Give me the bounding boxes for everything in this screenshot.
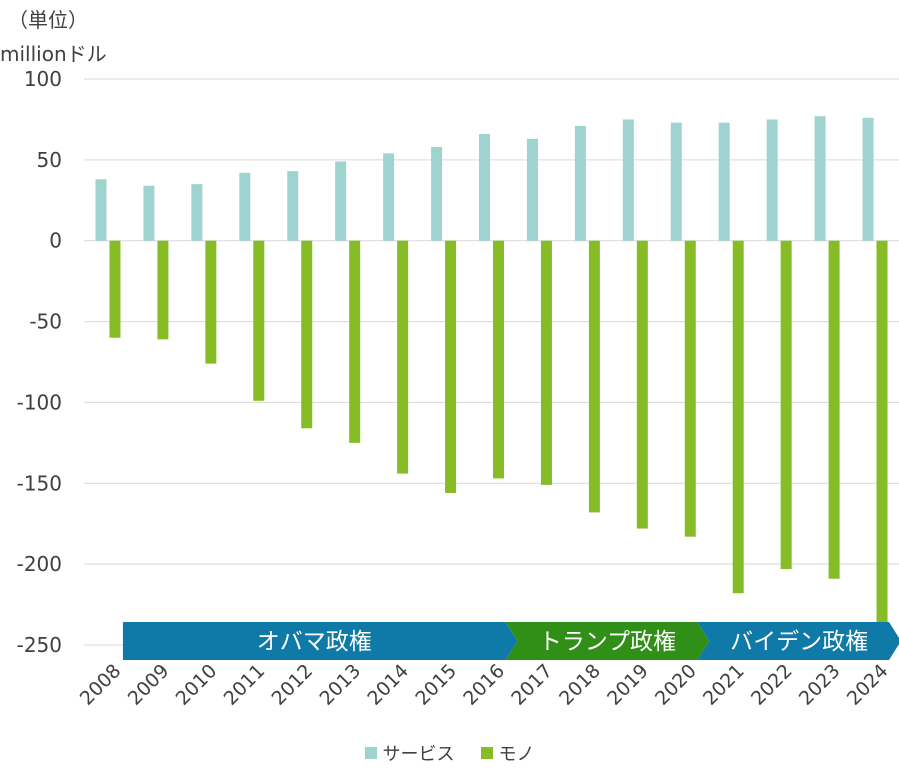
- bar-services-2009: [143, 185, 155, 241]
- unit-label-line1: （単位）: [8, 8, 88, 32]
- bar-goods-2010: [205, 240, 217, 364]
- bar-goods-2024: [876, 240, 888, 623]
- y-tick-label: -250: [17, 633, 62, 657]
- x-tick-label: 2015: [411, 660, 461, 710]
- legend-label-services: サービス: [382, 744, 455, 765]
- y-tick-label: 100: [24, 67, 62, 91]
- legend-item-goods: モノ: [480, 740, 535, 766]
- x-tick-label: 2016: [459, 660, 509, 710]
- bar-goods-2016: [493, 240, 504, 479]
- legend: サービス モノ: [0, 740, 899, 766]
- trade-balance-chart: 100 50 0 -50 -100 -150 -200 -250 オバマ政権 トランプ政権 バイデ…: [17, 67, 899, 710]
- bar-goods-2008: [109, 240, 121, 338]
- band-trump: [505, 622, 710, 660]
- bar-goods-2023: [828, 240, 840, 579]
- x-tick-label: 2012: [268, 660, 318, 710]
- x-tick-label: 2009: [124, 660, 174, 710]
- y-tick-label: -150: [17, 471, 62, 495]
- y-tick-label: 0: [49, 229, 62, 253]
- bar-goods-2021: [732, 240, 744, 594]
- band-obama-label: オバマ政権: [257, 629, 372, 655]
- x-tick-label: 2019: [603, 660, 653, 710]
- bar-goods-2009: [157, 240, 169, 340]
- bar-services-2023: [814, 116, 826, 241]
- unit-label-line2: millionドル: [0, 42, 107, 66]
- bar-services-2020: [670, 122, 682, 241]
- bar-services-2022: [766, 119, 778, 241]
- legend-label-goods: モノ: [498, 744, 535, 765]
- bar-services-2019: [622, 119, 634, 241]
- bar-services-2011: [239, 172, 251, 241]
- bar-services-2012: [287, 171, 299, 241]
- legend-swatch-goods: [480, 747, 493, 759]
- bar-goods-2011: [253, 240, 265, 401]
- bar-goods-2019: [636, 240, 648, 529]
- bar-goods-2020: [684, 240, 696, 537]
- x-tick-label: 2018: [555, 660, 605, 710]
- x-tick-label: 2013: [315, 660, 365, 710]
- bar-services-2013: [335, 161, 347, 241]
- y-tick-label: 50: [37, 148, 62, 172]
- x-tick-label: 2008: [76, 660, 126, 710]
- bar-services-2016: [479, 133, 490, 241]
- bar-services-2017: [526, 138, 538, 241]
- x-tick-label: 2022: [747, 660, 797, 710]
- x-tick-label: 2010: [172, 660, 222, 710]
- band-obama: [122, 622, 518, 660]
- bar-services-2024: [862, 117, 874, 241]
- bar-services-2021: [718, 122, 730, 241]
- bar-services-2008: [95, 179, 107, 241]
- bar-goods-2022: [780, 240, 792, 569]
- bar-goods-2015: [445, 240, 457, 493]
- bar-services-2015: [431, 146, 443, 241]
- y-tick-label: -200: [17, 552, 62, 576]
- x-tick-label: 2014: [363, 660, 413, 710]
- x-tick-label: 2024: [843, 660, 893, 710]
- bar-goods-2017: [540, 240, 552, 485]
- x-tick-label: 2011: [220, 660, 270, 710]
- band-trump-label: トランプ政権: [539, 629, 676, 655]
- band-biden-label: バイデン政権: [730, 629, 868, 655]
- bar-goods-2018: [588, 240, 600, 513]
- bar-goods-2013: [349, 240, 361, 443]
- x-tick-label: 2020: [651, 660, 701, 710]
- bar-goods-2014: [397, 240, 409, 474]
- bar-services-2014: [383, 153, 395, 241]
- bar-goods-2012: [301, 240, 313, 429]
- x-tick-label: 2023: [795, 660, 845, 710]
- y-tick-label: -100: [17, 390, 62, 414]
- legend-swatch-services: [364, 747, 377, 759]
- x-tick-label: 2021: [699, 660, 749, 710]
- x-tick-label: 2017: [507, 660, 557, 710]
- bar-services-2010: [191, 184, 203, 241]
- bar-services-2018: [574, 125, 586, 241]
- y-tick-label: -50: [29, 310, 62, 334]
- legend-item-services: サービス: [364, 740, 455, 766]
- band-biden: [697, 622, 899, 660]
